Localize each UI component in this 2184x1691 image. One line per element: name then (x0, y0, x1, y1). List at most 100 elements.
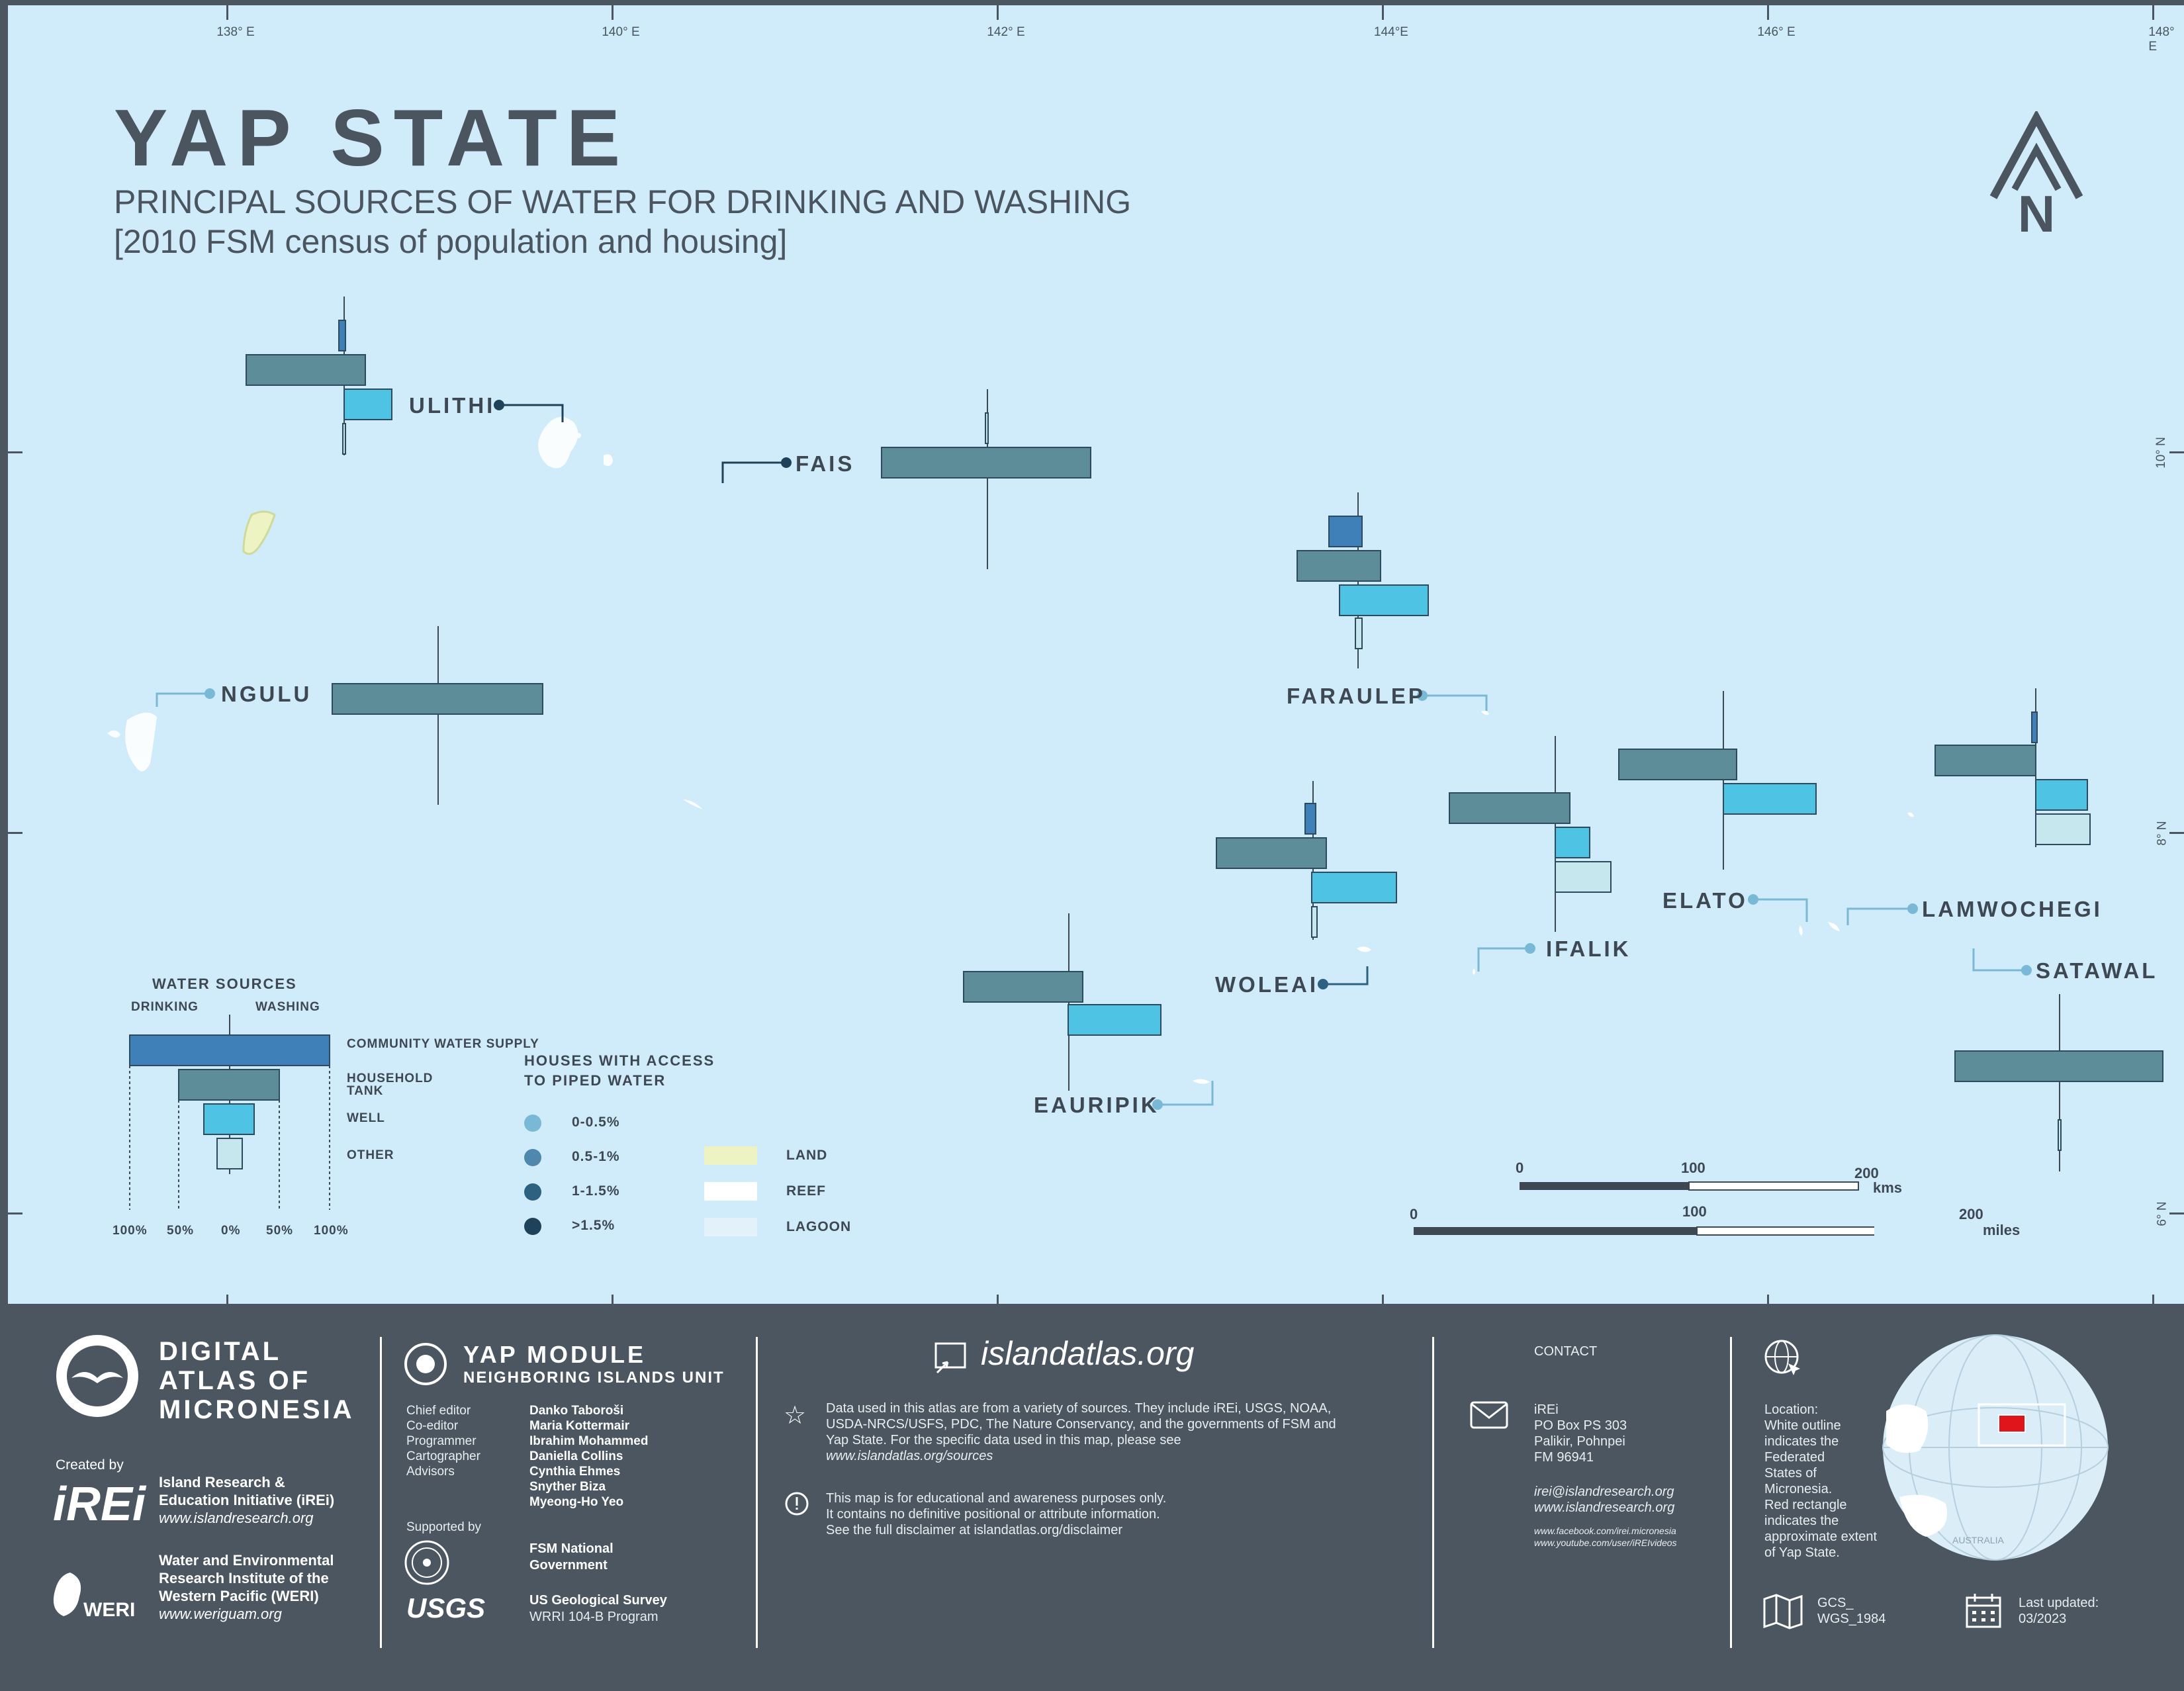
map-area: 138° E 140° E 142° E 144°E 146° E 148° E… (0, 0, 2184, 1309)
small-reef (683, 800, 703, 809)
scale-mi-0: 0 (1410, 1206, 1418, 1222)
yap-main-island (242, 510, 276, 555)
chart-lamwochegi (1934, 688, 2091, 847)
lon-tick (226, 5, 228, 20)
piped-range-4: >1.5% (572, 1218, 615, 1233)
credit-role: Chief editor (406, 1404, 471, 1418)
contact-address: PO Box PS 303 (1534, 1418, 1627, 1433)
star-icon: ☆ (784, 1402, 807, 1430)
lat-tick (2169, 832, 2184, 834)
land-swatch (704, 1146, 757, 1165)
north-arrow-icon: N (1989, 111, 2083, 237)
weri-url-link[interactable]: www.weriguam.org (159, 1606, 282, 1622)
ifalik-atoll (1473, 968, 1475, 975)
location-note: Federated (1764, 1450, 1825, 1465)
land-label: LAND (786, 1148, 828, 1163)
website-link[interactable]: islandatlas.org (981, 1335, 1195, 1372)
island-label-lamwochegi: LAMWOCHEGI (1922, 897, 2103, 921)
island-label-ulithi: ULITHI (409, 393, 496, 418)
island-label-fais: FAIS (796, 451, 855, 476)
disclaimer-link[interactable]: See the full disclaimer at islandatlas.o… (826, 1523, 1122, 1537)
legend-axis-label: 100% (314, 1224, 349, 1238)
north-label: N (2018, 185, 2055, 237)
scale-mi-100: 100 (1682, 1203, 1707, 1220)
lon-label: 144°E (1374, 25, 1408, 39)
created-by-label: Created by (56, 1457, 124, 1473)
legend-washing: WASHING (255, 1000, 320, 1014)
piped-dot-4 (524, 1218, 541, 1235)
chart-woleai (1216, 781, 1397, 940)
footer-divider (1730, 1337, 1732, 1648)
credit-role: Cartographer (406, 1449, 480, 1463)
elato-atoll (1799, 925, 1803, 936)
chart-ulithi (246, 297, 392, 455)
island-leaders (156, 400, 2032, 1110)
lat-tick (8, 1212, 23, 1214)
contact-address: FM 96941 (1534, 1450, 1594, 1465)
legend-axis-label: 0% (221, 1224, 241, 1238)
scale-mi-200: 200 (1959, 1206, 1983, 1222)
fsm-seal-icon (404, 1540, 449, 1585)
chart-ifalik (1449, 736, 1612, 932)
piped-dot-2 (524, 1149, 541, 1166)
eauripik-piped-dot (1152, 1099, 1163, 1110)
contact-address: iREi (1534, 1402, 1559, 1417)
legend-axis-label: 50% (266, 1224, 294, 1238)
faraulep-atoll (1481, 710, 1489, 715)
atlas-logo-icon (56, 1335, 138, 1417)
fsm-name-1: FSM National (529, 1541, 614, 1556)
legend-other-label: OTHER (347, 1148, 394, 1162)
scale-km-unit: kms (1873, 1179, 1903, 1196)
youtube-link[interactable]: www.youtube.com/user/iREIvideos (1534, 1537, 1677, 1548)
lon-tick (612, 5, 614, 20)
legend-drinking: DRINKING (131, 1000, 199, 1014)
island-label-satawal: SATAWAL (2036, 958, 2158, 983)
atlas-name-1: DIGITAL (159, 1337, 282, 1366)
disclaimer-text: It contains no definitive positional or … (826, 1507, 1160, 1522)
data-sources-text: Yap State. For the specific data used in… (826, 1433, 1181, 1447)
lon-tick (1382, 5, 1384, 20)
woleai-piped-dot (1318, 979, 1328, 989)
lon-label: 140° E (602, 25, 640, 39)
location-note: White outline (1764, 1418, 1841, 1433)
contact-address: Palikir, Pohnpei (1534, 1434, 1625, 1449)
module-title: YAP MODULE (463, 1341, 647, 1368)
atlas-name-3: MICRONESIA (159, 1395, 355, 1424)
lon-tick (1767, 5, 1769, 20)
contact-web-link[interactable]: www.islandresearch.org (1534, 1500, 1675, 1515)
scale-km-0: 0 (1516, 1160, 1524, 1176)
credit-person: Snyther Biza (529, 1480, 606, 1494)
scale-km-200: 200 (1854, 1165, 1879, 1181)
location-note: States of (1764, 1466, 1817, 1481)
yap-module-logo-icon (404, 1343, 447, 1385)
lon-label: 148° E (2148, 25, 2175, 54)
map-subtitle: PRINCIPAL SOURCES OF WATER FOR DRINKING … (114, 183, 1132, 220)
island-label-elato: ELATO (1662, 888, 1748, 913)
lamwochegi-piped-dot (1907, 903, 1918, 914)
irei-url-link[interactable]: www.islandresearch.org (159, 1510, 314, 1526)
credit-person: Maria Kottermair (529, 1419, 629, 1433)
piped-dot-1 (524, 1115, 541, 1132)
last-updated-date: 03/2023 (2019, 1612, 2067, 1626)
supported-by-label: Supported by (406, 1520, 482, 1534)
projection-label: WGS_1984 (1817, 1612, 1886, 1626)
data-sources-link[interactable]: www.islandatlas.org/sources (826, 1449, 993, 1463)
lagoon-swatch (704, 1218, 757, 1236)
contact-email-link[interactable]: irei@islandresearch.org (1534, 1485, 1674, 1499)
weri-name-2: Research Institute of the (159, 1570, 329, 1586)
island-label-faraulep: FARAULEP (1287, 684, 1426, 708)
lon-label: 138° E (216, 25, 255, 39)
lon-tick (2152, 1295, 2154, 1309)
lon-tick (612, 1295, 614, 1309)
facebook-link[interactable]: www.facebook.com/irei.micronesia (1534, 1526, 1676, 1536)
footer-divider (380, 1337, 382, 1648)
credit-person: Cynthia Ehmes (529, 1465, 621, 1479)
piped-range-3: 1-1.5% (572, 1183, 620, 1199)
contact-label: CONTACT (1534, 1344, 1598, 1359)
usgs-logo: USGS (406, 1592, 486, 1623)
website-icon (934, 1342, 966, 1374)
irei-name-2: Education Initiative (iREi) (159, 1492, 335, 1508)
eauripik-atoll (1193, 1079, 1210, 1084)
chart-faraulep (1297, 492, 1429, 668)
woleai-atoll (1357, 946, 1371, 952)
